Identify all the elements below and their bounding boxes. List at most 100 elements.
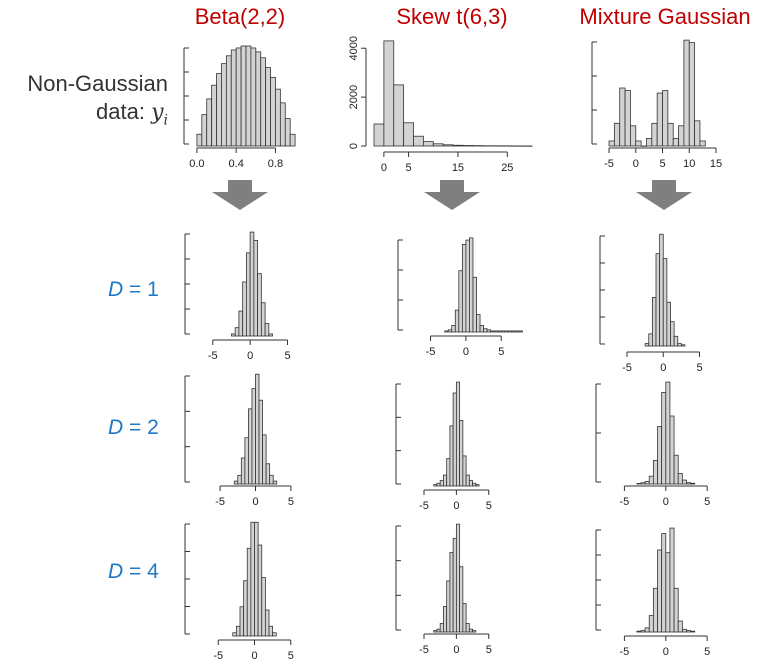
histogram-bar [651,122,658,147]
down-arrow-icon [424,180,480,210]
panel-beta-d1: -5 0 5 [184,231,291,362]
histogram-bar [403,122,414,147]
histogram-bar [472,482,477,487]
histogram-bar [443,474,448,487]
histogram-bar [673,587,679,633]
x-tick-label: 5 [284,350,290,362]
histogram-bar [511,330,516,333]
histogram-bar [644,480,650,485]
x-tick-label: 0 [251,650,257,662]
histogram-bar [250,521,255,637]
histogram-bar [245,252,251,337]
row-label-d1: D = 1 [108,278,159,302]
x-tick-label: -5 [208,350,218,362]
histogram-bar [472,276,477,333]
histogram-bar [446,580,451,633]
histogram-bar [452,392,457,487]
histogram-bar [677,343,682,347]
histogram-bar [661,533,667,633]
histogram-bar [661,392,667,485]
histogram-bar [413,135,424,147]
histogram-bar [244,437,249,485]
x-tick-label: 0 [463,346,469,358]
histogram-bar [268,625,274,637]
histogram-bar [449,425,454,487]
histogram-bar [272,632,277,637]
y-tick-label: 0 [348,143,360,149]
histogram-bar [656,92,663,147]
x-tick-label: -5 [215,496,225,508]
histogram-bar [231,333,236,337]
row-label-d1-var: D [108,278,124,301]
x-tick-label: 0.0 [189,158,204,170]
histogram-bar [504,330,509,333]
histogram-bar [644,627,650,633]
histogram-bar [608,140,615,147]
y-tick-label: 2000 [348,85,360,109]
x-tick-label: 15 [452,162,464,174]
histogram-bar [677,620,683,633]
x-tick-label: 5 [704,496,710,508]
histogram-bar [669,527,675,633]
down-arrow-icon [636,180,692,210]
x-tick-label: -5 [419,500,429,512]
x-tick-label: 0 [247,350,253,362]
histogram-bar [459,566,464,633]
histogram-bar [246,547,252,637]
panel-beta-d2: -5 0 5 [184,373,294,508]
histogram-bar [279,102,286,147]
histogram-bar [657,426,663,485]
histogram-bar [221,63,227,147]
histogram-bar [451,325,456,333]
x-tick-label: 5 [406,162,412,174]
histogram-bar [469,237,474,333]
histogram-bar [284,118,291,147]
histogram-bar [255,373,260,485]
histogram-bar [461,244,467,333]
x-tick-label: 0 [663,496,669,508]
histogram-bar [475,484,480,487]
column-title-skewt: Skew t(6,3) [396,4,508,29]
histogram-bar [240,45,247,147]
histogram-bar [264,609,270,637]
histogram-bar [265,463,271,485]
x-tick-label: 0 [252,496,258,508]
row-label-d4-text: = 4 [123,560,159,583]
histogram-bar [238,310,244,337]
x-tick-label: -5 [213,650,223,662]
histogram-bar [253,239,259,337]
histogram-bar [648,615,654,633]
histogram-bar [486,329,492,333]
histogram-bar [257,544,263,637]
row-label-variable: y [151,100,164,125]
histogram-bar [233,480,239,485]
histogram-bar [619,87,626,147]
histogram-bar [683,39,690,147]
histogram-bar [655,253,661,347]
histogram-bar [268,333,273,337]
histogram-bar [459,419,464,487]
histogram-bar [652,460,658,485]
x-tick-label: 5 [696,362,702,374]
histogram-bar [216,73,222,147]
histogram-bar [235,625,241,637]
histogram-bar [261,577,266,637]
histogram-bar [681,479,687,485]
x-tick-label: -5 [620,646,630,658]
panel-mixture-original: -5 0 5 10 15 [591,39,722,170]
down-arrow-icon [212,180,268,210]
histogram-bar [662,90,669,147]
histogram-bar [240,457,246,485]
histogram-bar [680,344,686,347]
row-label-non-gaussian: Non-Gaussian data: yi [8,70,168,134]
histogram-bar [270,76,276,147]
histogram-bar [436,628,441,633]
histogram-bar [688,42,696,147]
x-tick-label: 5 [704,646,710,658]
histogram-bar [624,90,631,147]
histogram-bar [249,231,255,337]
histogram-bar [449,552,454,633]
histogram-bar [452,537,457,633]
panel-skewt-d4: -5 0 5 [395,523,492,656]
